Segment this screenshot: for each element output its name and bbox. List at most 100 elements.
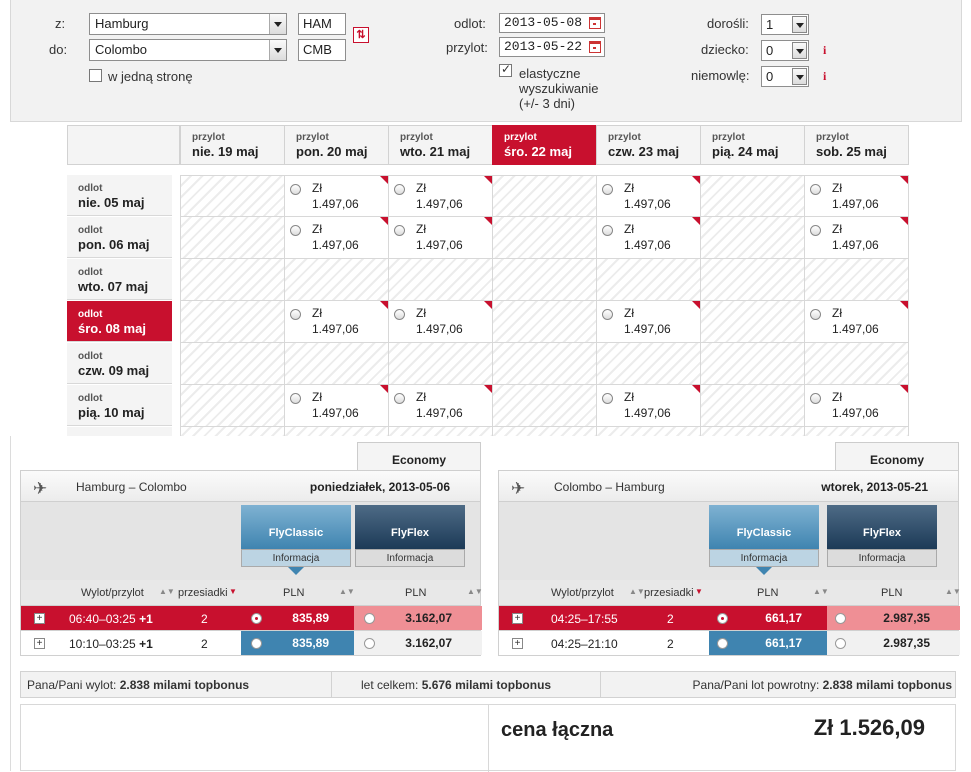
chevron-down-icon[interactable] xyxy=(269,14,286,34)
price-cell[interactable]: Zł 1.497,06 xyxy=(596,301,700,343)
col-pln-classic[interactable]: PLN xyxy=(757,587,779,599)
price-radio[interactable] xyxy=(290,393,301,404)
price-radio[interactable] xyxy=(810,393,821,404)
fare-radio[interactable] xyxy=(835,638,846,649)
depart-date-row-header[interactable]: odlot pon. 06 maj xyxy=(67,217,172,258)
sort-icon[interactable]: ▲▼ xyxy=(339,587,355,596)
price-cell[interactable]: Zł 1.497,06 xyxy=(388,385,492,427)
price-flyflex[interactable]: 3.162,07 xyxy=(354,606,482,630)
flight-row[interactable]: + 06:40–03:25 +1 2 835,89 3.162,07 xyxy=(20,606,482,631)
flight-row[interactable]: + 04:25–21:10 2 661,17 2.987,35 xyxy=(498,631,960,656)
price-radio[interactable] xyxy=(810,225,821,236)
price-cell[interactable]: Zł 1.497,06 xyxy=(388,217,492,259)
price-cell[interactable]: Zł 1.497,06 xyxy=(388,301,492,343)
expand-icon[interactable]: + xyxy=(34,638,45,649)
price-flyclassic[interactable]: 661,17 xyxy=(709,631,827,655)
sort-icon[interactable]: ▲▼ xyxy=(467,587,483,596)
from-city-select[interactable]: Hamburg xyxy=(89,13,287,35)
return-date-column-header[interactable]: przylot śro. 22 maj xyxy=(492,125,596,165)
col-stops[interactable]: przesiadki xyxy=(644,587,694,599)
col-times[interactable]: Wylot/przylot xyxy=(551,587,614,599)
price-flyflex[interactable]: 3.162,07 xyxy=(354,631,482,655)
fare-flyflex[interactable]: FlyFlex xyxy=(827,505,937,549)
infant-select[interactable]: 0 xyxy=(761,66,809,87)
price-flyflex[interactable]: 2.987,35 xyxy=(827,631,960,655)
fare-info-link[interactable]: Informacja xyxy=(709,549,819,567)
depart-date-field[interactable]: 2013-05-08 xyxy=(499,13,605,33)
fare-radio[interactable] xyxy=(835,613,846,624)
price-radio[interactable] xyxy=(290,184,301,195)
price-radio[interactable] xyxy=(394,309,405,320)
price-cell[interactable]: Zł 1.497,06 xyxy=(284,385,388,427)
to-code-field[interactable]: CMB xyxy=(298,39,346,61)
price-cell[interactable]: Zł 1.497,06 xyxy=(284,217,388,259)
price-radio[interactable] xyxy=(602,184,613,195)
depart-date-row-header[interactable]: odlot śro. 08 maj xyxy=(67,301,172,342)
price-flyflex[interactable]: 2.987,35 xyxy=(827,606,960,630)
fare-radio[interactable] xyxy=(364,638,375,649)
return-date-field[interactable]: 2013-05-22 xyxy=(499,37,605,57)
price-cell[interactable]: Zł 1.497,06 xyxy=(804,217,909,259)
chevron-down-icon[interactable] xyxy=(792,42,807,59)
expand-icon[interactable]: + xyxy=(34,613,45,624)
price-radio[interactable] xyxy=(394,393,405,404)
price-flyclassic[interactable]: 835,89 xyxy=(241,631,354,655)
expand-icon[interactable]: + xyxy=(512,638,523,649)
sort-icon[interactable]: ▲▼ xyxy=(159,587,175,596)
return-date-column-header[interactable]: przylot sob. 25 maj xyxy=(804,125,909,165)
swap-route-icon[interactable]: ⇅ xyxy=(353,27,369,43)
col-pln-flex[interactable]: PLN xyxy=(405,587,427,599)
return-date-column-header[interactable]: przylot wto. 21 maj xyxy=(388,125,492,165)
col-pln-flex[interactable]: PLN xyxy=(881,587,903,599)
one-way-checkbox[interactable] xyxy=(89,69,102,82)
fare-radio[interactable] xyxy=(364,613,375,624)
price-cell[interactable]: Zł 1.497,06 xyxy=(804,175,909,217)
price-cell[interactable]: Zł 1.497,06 xyxy=(284,175,388,217)
depart-date-row-header[interactable]: odlot czw. 09 maj xyxy=(67,343,172,384)
chevron-down-icon[interactable] xyxy=(269,40,286,60)
price-flyclassic[interactable]: 835,89 xyxy=(241,606,354,630)
fare-radio[interactable] xyxy=(717,638,728,649)
fare-info-link[interactable]: Informacja xyxy=(241,549,351,567)
price-radio[interactable] xyxy=(602,225,613,236)
calendar-icon[interactable] xyxy=(589,17,601,29)
flight-row[interactable]: + 04:25–17:55 2 661,17 2.987,35 xyxy=(498,606,960,631)
flexible-search-checkbox[interactable] xyxy=(499,62,512,77)
from-code-field[interactable]: HAM xyxy=(298,13,346,35)
fare-flyclassic[interactable]: FlyClassic xyxy=(241,505,351,549)
calendar-icon[interactable] xyxy=(589,41,601,53)
flight-row[interactable]: + 10:10–03:25 +1 2 835,89 3.162,07 xyxy=(20,631,482,656)
infant-info-icon[interactable]: i xyxy=(823,69,827,83)
sort-icon[interactable]: ▲▼ xyxy=(945,587,961,596)
price-radio[interactable] xyxy=(290,309,301,320)
sort-icon[interactable]: ▲▼ xyxy=(813,587,829,596)
fare-radio[interactable] xyxy=(717,613,728,624)
price-cell[interactable]: Zł 1.497,06 xyxy=(596,175,700,217)
adults-select[interactable]: 1 xyxy=(761,14,809,35)
fare-flyflex[interactable]: FlyFlex xyxy=(355,505,465,549)
sort-desc-icon[interactable]: ▼ xyxy=(695,587,703,596)
price-cell[interactable]: Zł 1.497,06 xyxy=(596,217,700,259)
child-select[interactable]: 0 xyxy=(761,40,809,61)
price-radio[interactable] xyxy=(810,309,821,320)
col-times[interactable]: Wylot/przylot xyxy=(81,587,144,599)
fare-radio[interactable] xyxy=(251,638,262,649)
fare-info-link[interactable]: Informacja xyxy=(827,549,937,567)
price-radio[interactable] xyxy=(810,184,821,195)
return-date-column-header[interactable]: przylot nie. 19 maj xyxy=(180,125,284,165)
fare-flyclassic[interactable]: FlyClassic xyxy=(709,505,819,549)
price-radio[interactable] xyxy=(602,309,613,320)
col-pln-classic[interactable]: PLN xyxy=(283,587,305,599)
price-cell[interactable]: Zł 1.497,06 xyxy=(804,385,909,427)
chevron-down-icon[interactable] xyxy=(792,68,807,85)
price-cell[interactable]: Zł 1.497,06 xyxy=(388,175,492,217)
price-cell[interactable]: Zł 1.497,06 xyxy=(804,301,909,343)
chevron-down-icon[interactable] xyxy=(792,16,807,33)
return-date-column-header[interactable]: przylot czw. 23 maj xyxy=(596,125,700,165)
price-radio[interactable] xyxy=(602,393,613,404)
price-cell[interactable]: Zł 1.497,06 xyxy=(596,385,700,427)
price-radio[interactable] xyxy=(394,225,405,236)
to-city-select[interactable]: Colombo xyxy=(89,39,287,61)
sort-icon[interactable]: ▲▼ xyxy=(629,587,645,596)
child-info-icon[interactable]: i xyxy=(823,43,827,57)
